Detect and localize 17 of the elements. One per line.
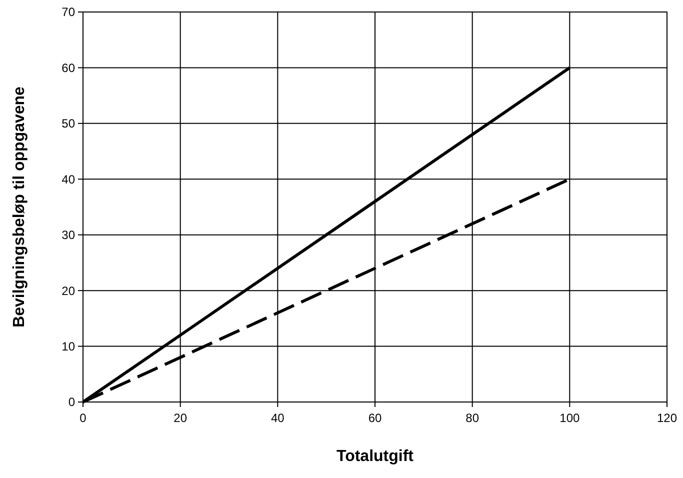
y-tick-label: 60 — [62, 60, 76, 75]
x-axis-title: Totalutgift — [336, 448, 414, 465]
x-tick-label: 120 — [656, 411, 678, 425]
x-tick-label: 0 — [80, 411, 87, 425]
x-tick-label: 80 — [466, 411, 480, 425]
y-tick-label: 50 — [62, 116, 76, 131]
x-tick-label: 20 — [174, 411, 188, 425]
y-tick-label: 0 — [68, 395, 76, 410]
x-tick-label: 40 — [270, 411, 285, 425]
y-tick-label: 70 — [62, 5, 76, 20]
x-tick-label: 60 — [368, 411, 382, 425]
x-tick-label: 100 — [560, 411, 580, 425]
y-axis-title: Bevilgningsbeløp til oppgavene — [11, 86, 28, 328]
y-tick-label: 10 — [62, 339, 76, 354]
y-tick-label: 30 — [62, 228, 76, 242]
y-tick-label: 40 — [62, 172, 76, 186]
y-tick-label: 20 — [62, 284, 76, 298]
